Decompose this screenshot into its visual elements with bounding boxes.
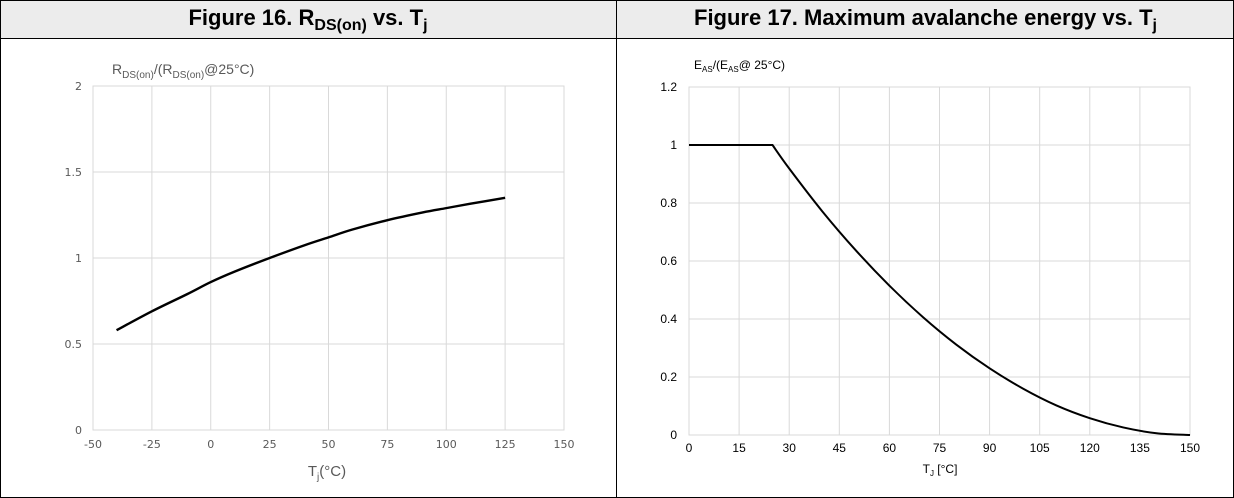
x-tick-label: 105 (1030, 441, 1050, 455)
y-tick-label: 0.8 (660, 196, 677, 210)
x-tick-label: 50 (322, 438, 336, 451)
chart-eas-series-line (689, 144, 1191, 436)
chart-rdson-series-line (115, 196, 506, 332)
y-tick-label: 0.4 (660, 312, 677, 326)
x-tick-label: 100 (436, 438, 457, 451)
y-tick-label: 0.2 (660, 370, 677, 384)
x-tick-label: 75 (933, 441, 947, 455)
x-tick-label: 75 (380, 438, 394, 451)
x-tick-label: 150 (1180, 441, 1200, 455)
x-tick-label: 125 (495, 438, 516, 451)
x-tick-label: 60 (883, 441, 897, 455)
figure-16-heading-sub: DS(on) (314, 17, 367, 34)
chart-eas-xlabel: TJ [°C] (923, 462, 958, 478)
chart-eas: 0 15 30 45 60 75 90 105 120 135 150 0 0.2 0.4 0.6 0.8 1 1… (660, 58, 1200, 478)
y-tick-label: 0 (75, 424, 82, 437)
chart-eas-ylabel: EAS/(EAS@ 25°C) (694, 58, 785, 74)
chart-rdson-xlabel: Tj(°C) (308, 463, 346, 483)
chart-rdson-ylabel: RDS(on)/(RDS(on)@25°C) (112, 61, 254, 81)
x-tick-label: 45 (833, 441, 847, 455)
chart-eas-grid (688, 86, 1191, 436)
figure-16-heading: Figure 16. RDS(on) vs. Tj (0, 0, 616, 38)
x-tick-label: 0 (207, 438, 214, 451)
x-tick-label: -50 (84, 438, 102, 451)
x-tick-label: 30 (783, 441, 797, 455)
y-tick-label: 0.5 (65, 338, 83, 351)
y-tick-label: 0.6 (660, 254, 677, 268)
chart-rdson: -50 -25 0 25 50 75 100 125 150 0 0.5 1 1.5 2 RDS(on)/… (65, 61, 575, 483)
x-tick-label: 25 (263, 438, 277, 451)
x-tick-label: 135 (1130, 441, 1150, 455)
figure-16-heading-text: Figure 16. R (188, 5, 315, 30)
x-tick-label: -25 (143, 438, 161, 451)
x-tick-label: 150 (554, 438, 575, 451)
figure-17-heading-sub: j (1152, 17, 1157, 34)
figure-16-heading-sub2: j (423, 17, 428, 34)
figure-16-heading-mid: vs. T (366, 5, 424, 30)
figure-17-heading: Figure 17. Maximum avalanche energy vs. … (617, 0, 1234, 38)
x-tick-label: 0 (686, 441, 693, 455)
y-tick-label: 2 (75, 80, 82, 93)
chart-eas-ticks: 0 15 30 45 60 75 90 105 120 135 150 0 0.2 0.4 0.6 0.8 1 1… (660, 80, 1200, 455)
plot-area-border (92, 85, 565, 431)
x-tick-label: 120 (1080, 441, 1100, 455)
figure-17-heading-text: Figure 17. Maximum avalanche energy vs. … (694, 5, 1153, 30)
y-tick-label: 1 (75, 252, 82, 265)
x-tick-label: 90 (983, 441, 997, 455)
plot-area-border (688, 86, 1191, 436)
chart-rdson-grid (92, 85, 565, 431)
y-tick-label: 1 (670, 138, 677, 152)
chart-rdson-ticks: -50 -25 0 25 50 75 100 125 150 0 0.5 1 1.5 2 (65, 80, 575, 451)
y-tick-label: 1.2 (660, 80, 677, 94)
x-tick-label: 15 (732, 441, 746, 455)
y-tick-label: 0 (670, 428, 677, 442)
y-tick-label: 1.5 (65, 166, 83, 179)
